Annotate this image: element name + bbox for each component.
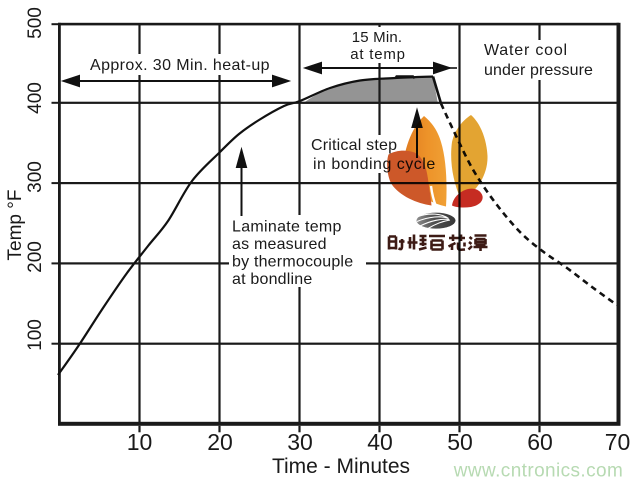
svg-text:Time - Minutes: Time - Minutes (272, 455, 410, 478)
svg-text:Critical step: Critical step (311, 137, 397, 154)
svg-text:www.cntronics.com: www.cntronics.com (453, 461, 623, 482)
svg-text:15 Min.: 15 Min. (352, 29, 403, 46)
svg-text:as measured: as measured (232, 236, 327, 253)
svg-text:by thermocouple: by thermocouple (232, 254, 353, 271)
svg-text:Water cool: Water cool (484, 42, 568, 59)
svg-text:under pressure: under pressure (484, 62, 593, 79)
svg-text:500: 500 (25, 7, 46, 39)
svg-text:200: 200 (25, 241, 46, 273)
svg-text:Temp °F: Temp °F (5, 190, 26, 261)
svg-text:400: 400 (25, 82, 46, 114)
svg-text:at temp: at temp (350, 46, 406, 63)
svg-text:Approx. 30 Min. heat-up: Approx. 30 Min. heat-up (90, 57, 270, 74)
svg-text:40: 40 (367, 429, 393, 455)
svg-text:100: 100 (25, 319, 46, 351)
svg-text:at bondline: at bondline (232, 271, 313, 288)
svg-text:60: 60 (527, 429, 553, 455)
svg-text:300: 300 (25, 161, 46, 193)
svg-text:30: 30 (287, 429, 313, 455)
svg-text:Laminate temp: Laminate temp (232, 219, 342, 236)
svg-text:20: 20 (207, 429, 233, 455)
svg-text:70: 70 (605, 429, 631, 455)
svg-text:10: 10 (127, 429, 153, 455)
svg-text:50: 50 (447, 429, 473, 455)
